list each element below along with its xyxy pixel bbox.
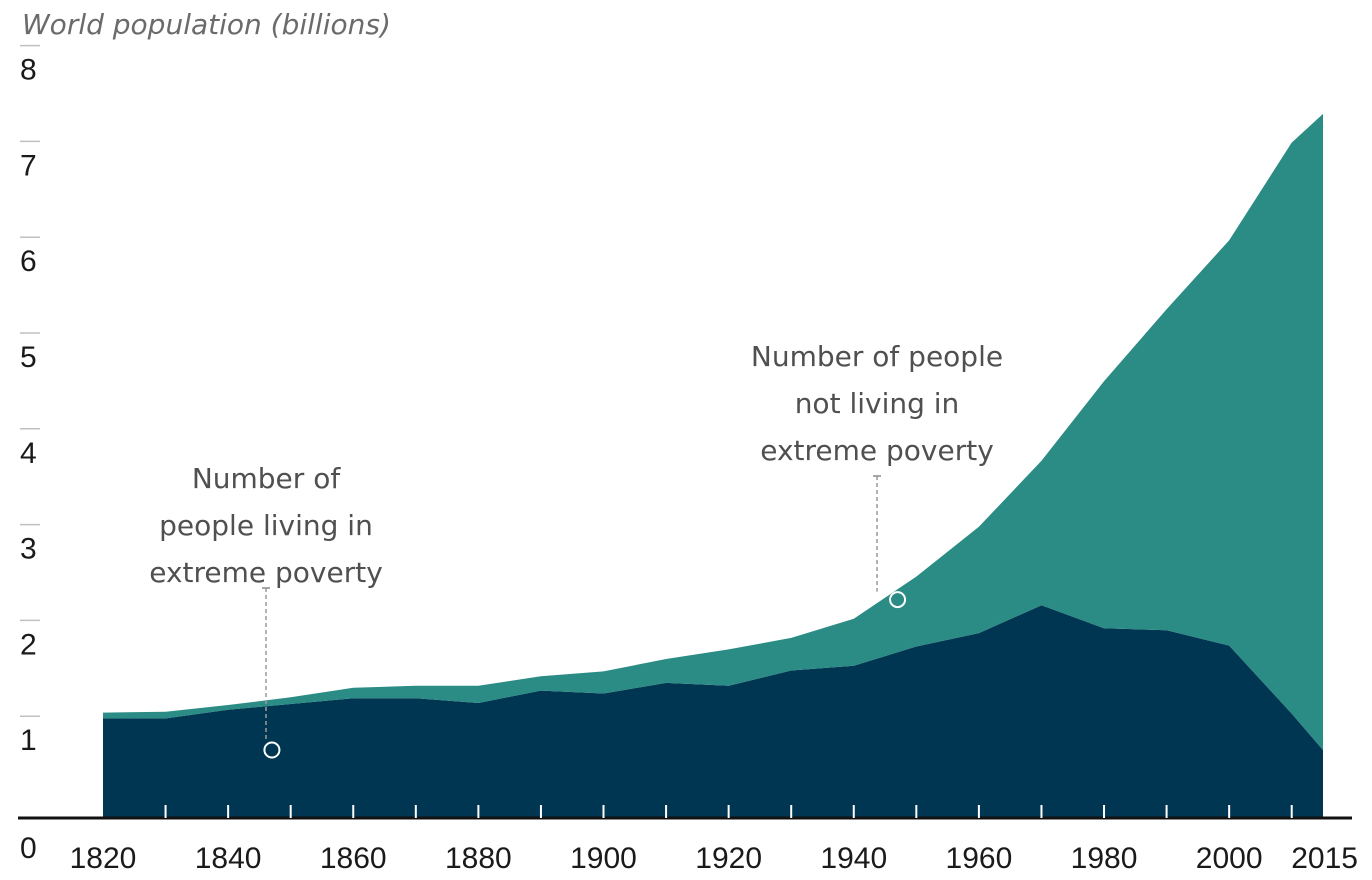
x-tick-label: 1880 — [445, 842, 512, 875]
annotation-text-line: extreme poverty — [760, 434, 994, 467]
y-tick-label: 0 — [20, 832, 37, 865]
x-tick-label: 1980 — [1071, 842, 1138, 875]
x-axis: 1820 1840 1860 1880 1900 1920 1940 1960 1980 2000… — [18, 805, 1358, 875]
x-tick-label: 1960 — [946, 842, 1013, 875]
x-tick-label: 1820 — [70, 842, 137, 875]
chart-title: World population (billions) — [22, 8, 391, 41]
annotations-layer: Number of people living in extreme poverty… — [149, 340, 1003, 759]
x-tick-label: 1940 — [820, 842, 887, 875]
annotation-text-line: Number of people — [751, 340, 1003, 373]
y-axis: 0 1 2 3 4 5 6 7 8 — [20, 44, 40, 865]
y-tick-label: 8 — [20, 54, 37, 87]
y-tick-label: 1 — [20, 724, 37, 757]
y-tick-label: 2 — [20, 628, 37, 661]
annotation-text-line: extreme poverty — [149, 556, 383, 589]
annotation-marker — [263, 741, 281, 759]
annotation-1: Number of people not living in extreme pov… — [751, 340, 1003, 609]
x-tick-label: 1900 — [570, 842, 637, 875]
y-tick-label: 4 — [20, 437, 37, 470]
annotation-0: Number of people living in extreme poverty — [149, 462, 383, 759]
y-tick-label: 5 — [20, 341, 37, 374]
x-tick-label: 1920 — [695, 842, 762, 875]
y-tick-label: 6 — [20, 245, 37, 278]
x-tick-label: 2000 — [1196, 842, 1263, 875]
annotation-text-line: not living in — [795, 387, 960, 420]
x-tick-label: 2015 — [1291, 842, 1358, 875]
annotation-text-line: people living in — [159, 509, 373, 542]
area-series-1 — [103, 113, 1323, 750]
y-tick-label: 7 — [20, 149, 37, 182]
annotation-text-line: Number of — [192, 462, 342, 495]
areas-layer — [103, 113, 1323, 818]
x-tick-label: 1840 — [195, 842, 262, 875]
y-tick-label: 3 — [20, 533, 37, 566]
x-tick-label: 1860 — [320, 842, 387, 875]
annotation-marker — [889, 591, 907, 609]
area-series-0 — [103, 605, 1323, 818]
